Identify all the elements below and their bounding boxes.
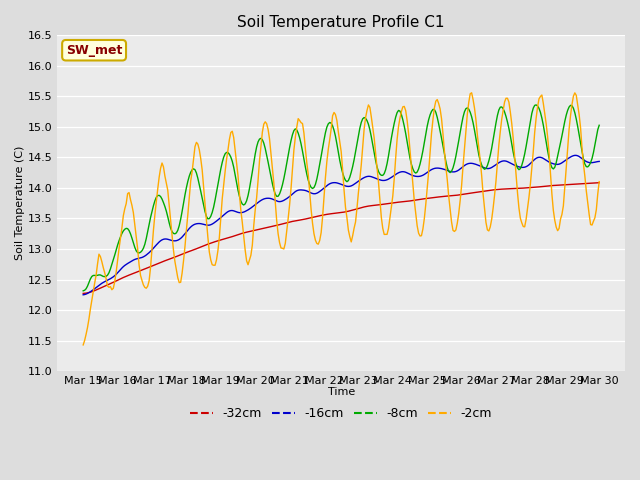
Text: SW_met: SW_met <box>66 44 122 57</box>
X-axis label: Time: Time <box>328 387 355 397</box>
Y-axis label: Soil Temperature (C): Soil Temperature (C) <box>15 146 25 261</box>
Title: Soil Temperature Profile C1: Soil Temperature Profile C1 <box>237 15 445 30</box>
Legend: -32cm, -16cm, -8cm, -2cm: -32cm, -16cm, -8cm, -2cm <box>185 402 497 425</box>
